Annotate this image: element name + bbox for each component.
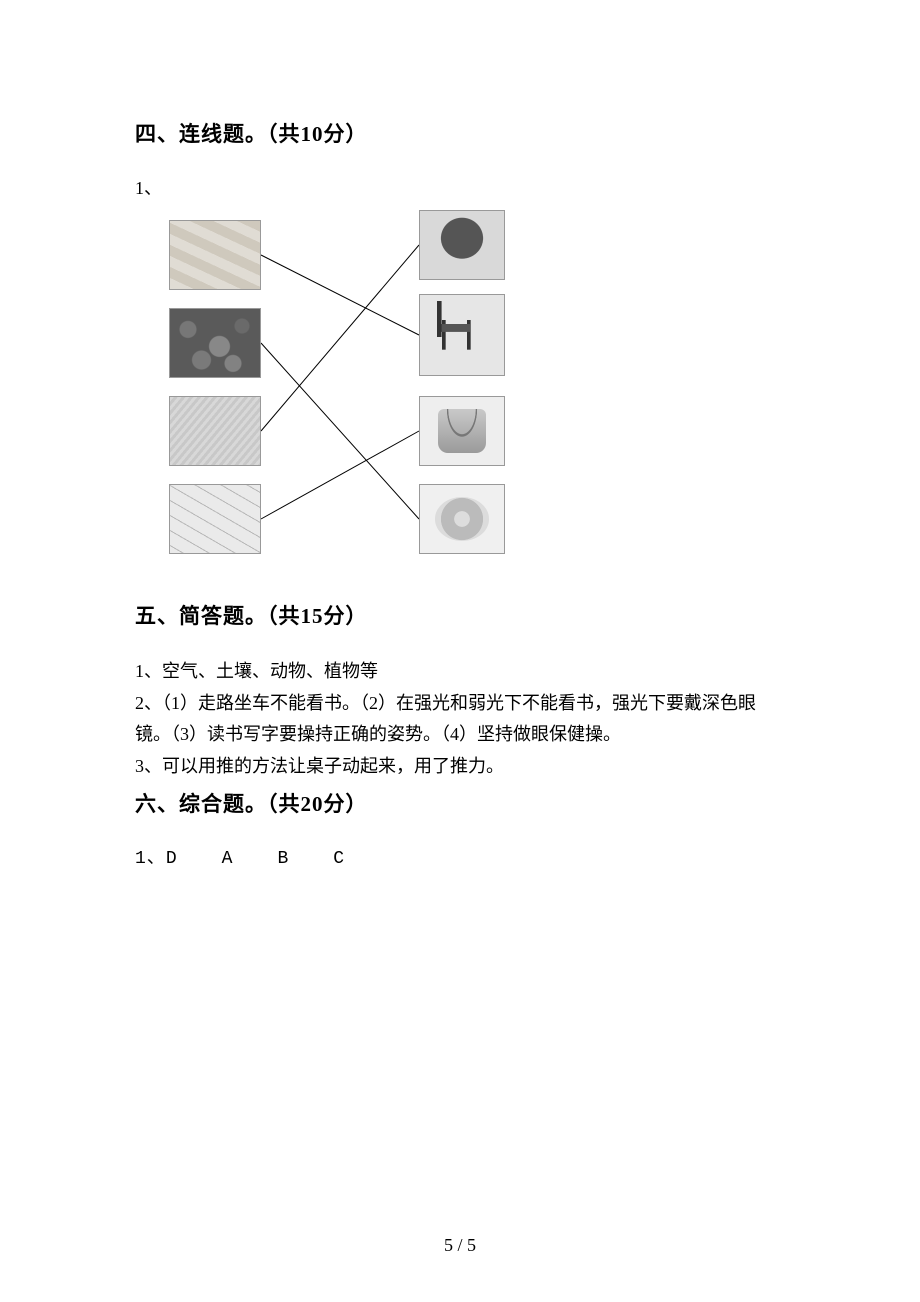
thumb-fabric bbox=[169, 396, 261, 466]
thumb-bucket bbox=[419, 396, 505, 466]
section-4-q1-label: 1、 bbox=[135, 174, 785, 200]
thumb-clothes-texture bbox=[420, 211, 504, 279]
thumb-stone bbox=[169, 308, 261, 378]
section-6-answer-line: 1、D A B C bbox=[135, 844, 785, 876]
section-5-heading: 五、简答题。（共15分） bbox=[135, 600, 785, 630]
thumb-pipes-texture bbox=[170, 485, 260, 553]
section-5-answer-2: 2、（1）走路坐车不能看书。（2）在强光和弱光下不能看书，强光下要戴深色眼镜。（… bbox=[135, 688, 785, 751]
matching-diagram bbox=[147, 210, 517, 570]
thumb-tape-texture bbox=[420, 485, 504, 553]
thumb-chair bbox=[419, 294, 505, 376]
thumb-tape bbox=[419, 484, 505, 554]
section-5-answer-1: 1、空气、土壤、动物、植物等 bbox=[135, 656, 785, 688]
section-4-heading: 四、连线题。（共10分） bbox=[135, 118, 785, 148]
thumb-stone-texture bbox=[170, 309, 260, 377]
thumb-bucket-texture bbox=[420, 397, 504, 465]
section-6-letter-1: D bbox=[166, 849, 178, 869]
thumb-wood bbox=[169, 220, 261, 290]
section-6-heading: 六、综合题。（共20分） bbox=[135, 788, 785, 818]
page: 四、连线题。（共10分） 1、 五、简答题。（共15分） 1、空气、土壤、动物、… bbox=[0, 0, 920, 1302]
section-6-letter-2: A bbox=[222, 849, 234, 869]
section-6-letter-3: B bbox=[277, 849, 289, 869]
thumb-pipes bbox=[169, 484, 261, 554]
section-6-q1-prefix: 1、 bbox=[135, 849, 166, 869]
thumb-chair-texture bbox=[420, 295, 504, 375]
section-6-letter-4: C bbox=[333, 849, 345, 869]
thumb-wood-texture bbox=[170, 221, 260, 289]
thumb-fabric-texture bbox=[170, 397, 260, 465]
page-footer: 5 / 5 bbox=[0, 1235, 920, 1256]
section-5-answer-3: 3、可以用推的方法让桌子动起来，用了推力。 bbox=[135, 751, 785, 783]
section-5-answers: 1、空气、土壤、动物、植物等2、（1）走路坐车不能看书。（2）在强光和弱光下不能… bbox=[135, 656, 785, 782]
thumb-clothes bbox=[419, 210, 505, 280]
